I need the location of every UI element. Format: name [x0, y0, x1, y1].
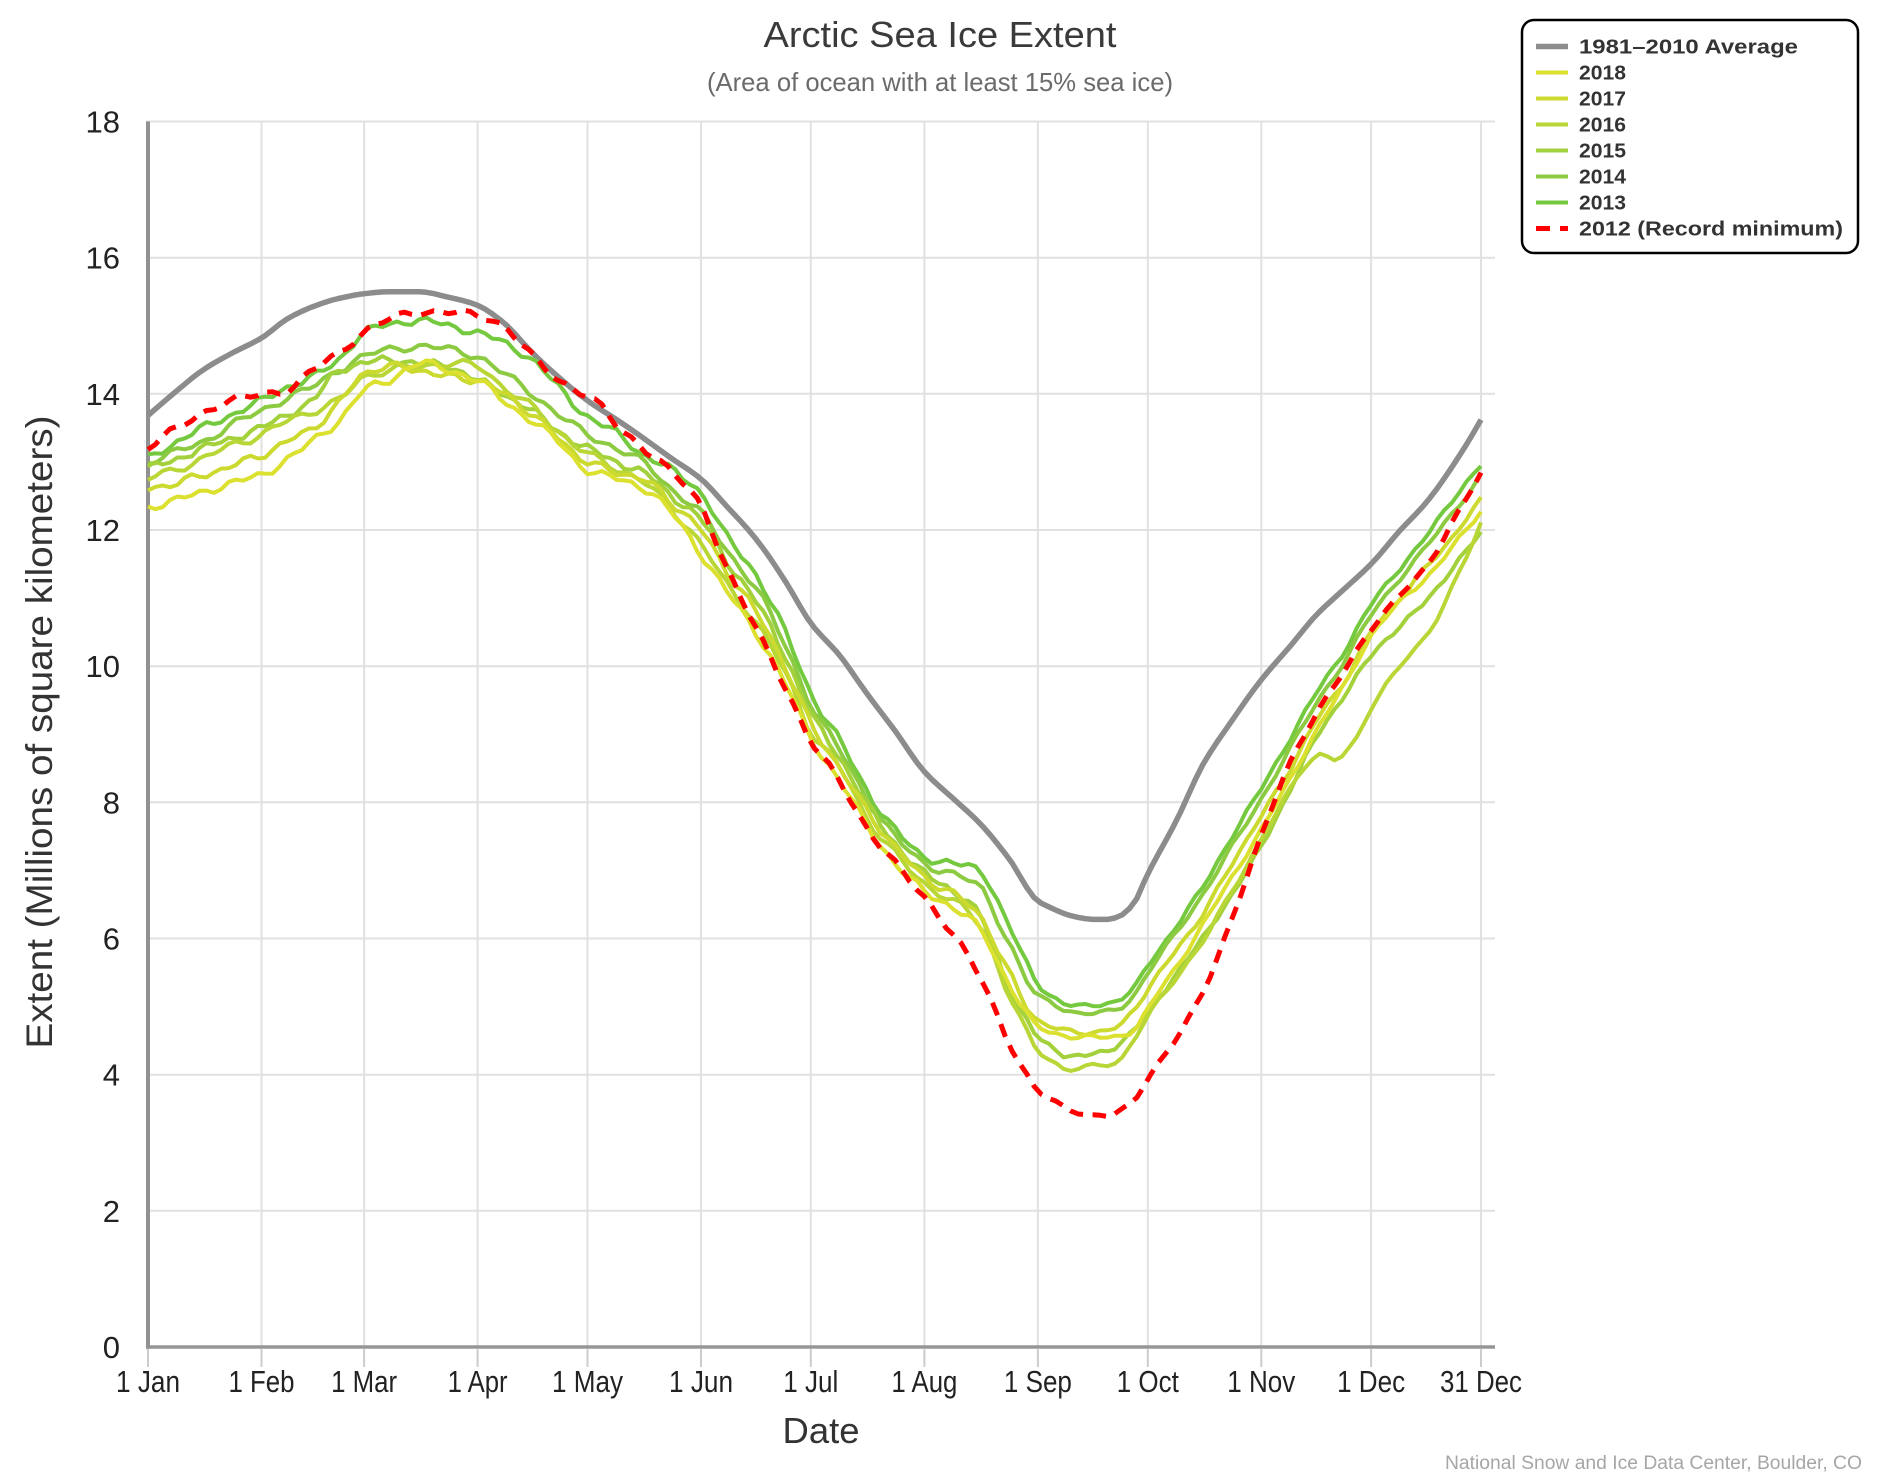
svg-text:2013: 2013 [1579, 193, 1626, 215]
svg-text:1 Jul: 1 Jul [783, 1364, 838, 1399]
svg-text:1981–2010 Average: 1981–2010 Average [1579, 37, 1798, 59]
svg-text:1 Oct: 1 Oct [1117, 1364, 1179, 1399]
svg-text:12: 12 [86, 513, 120, 548]
svg-text:31 Dec: 31 Dec [1440, 1364, 1522, 1399]
svg-text:2015: 2015 [1579, 141, 1626, 163]
svg-text:1 Jan: 1 Jan [116, 1364, 180, 1399]
svg-text:2017: 2017 [1579, 89, 1626, 111]
svg-text:8: 8 [103, 785, 120, 820]
svg-text:2: 2 [103, 1194, 120, 1229]
svg-text:(Area of ocean with at least 1: (Area of ocean with at least 15% sea ice… [707, 67, 1173, 97]
svg-text:National Snow and Ice Data Cen: National Snow and Ice Data Center, Bould… [1445, 1453, 1862, 1474]
svg-text:1 Dec: 1 Dec [1337, 1364, 1405, 1399]
svg-text:6: 6 [103, 922, 120, 957]
svg-text:4: 4 [103, 1058, 120, 1093]
svg-text:2016: 2016 [1579, 115, 1626, 137]
svg-text:10: 10 [86, 649, 120, 684]
svg-text:16: 16 [86, 241, 120, 276]
svg-text:Arctic Sea Ice Extent: Arctic Sea Ice Extent [764, 14, 1117, 55]
svg-text:1 Apr: 1 Apr [448, 1364, 508, 1399]
svg-text:14: 14 [86, 377, 120, 412]
svg-text:1 Feb: 1 Feb [229, 1364, 295, 1399]
svg-text:0: 0 [103, 1330, 120, 1365]
svg-text:1 Sep: 1 Sep [1004, 1364, 1072, 1399]
svg-text:18: 18 [86, 105, 120, 140]
svg-text:Date: Date [783, 1410, 860, 1451]
svg-text:1 Mar: 1 Mar [331, 1364, 397, 1399]
svg-text:Extent (Millions of square kil: Extent (Millions of square kilometers) [19, 415, 60, 1048]
svg-text:2014: 2014 [1579, 167, 1627, 189]
svg-text:2018: 2018 [1579, 63, 1626, 85]
svg-text:1 Jun: 1 Jun [669, 1364, 733, 1399]
svg-text:1 Aug: 1 Aug [891, 1364, 957, 1399]
svg-text:1 Nov: 1 Nov [1227, 1364, 1295, 1399]
svg-text:2012 (Record minimum): 2012 (Record minimum) [1579, 219, 1843, 241]
svg-text:1 May: 1 May [552, 1364, 623, 1399]
